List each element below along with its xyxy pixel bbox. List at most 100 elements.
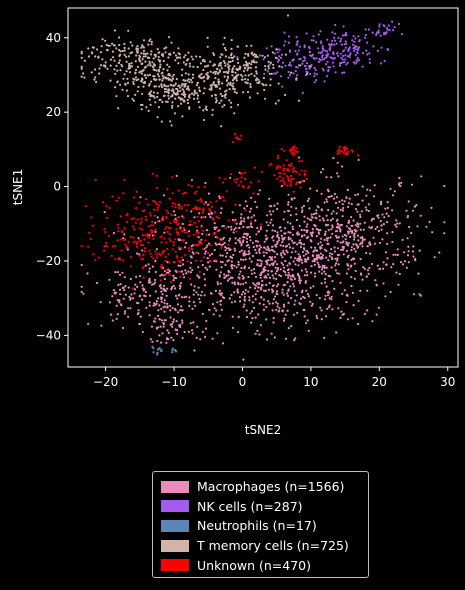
data-point — [148, 270, 151, 273]
data-point — [331, 308, 334, 311]
data-point — [180, 74, 184, 77]
data-point — [274, 295, 277, 298]
data-point — [287, 76, 290, 79]
data-point — [217, 243, 220, 246]
data-point — [327, 237, 330, 240]
data-point — [226, 279, 229, 282]
data-point — [231, 79, 234, 82]
data-point — [175, 221, 178, 224]
data-point — [299, 255, 302, 258]
data-point — [338, 253, 341, 256]
data-point — [295, 78, 298, 81]
data-point — [235, 68, 238, 71]
data-point — [365, 49, 368, 52]
data-point — [271, 256, 274, 259]
data-point — [266, 70, 269, 73]
data-point — [194, 207, 197, 210]
data-point — [176, 303, 180, 306]
data-point — [163, 76, 166, 79]
data-point — [386, 28, 389, 31]
data-point — [219, 211, 222, 214]
data-point — [217, 78, 220, 81]
data-point — [233, 300, 237, 303]
data-point — [323, 58, 326, 61]
data-point — [188, 304, 191, 308]
data-point — [263, 240, 266, 243]
data-point — [141, 58, 144, 61]
data-point — [187, 87, 190, 90]
data-point — [313, 275, 317, 278]
data-point — [378, 25, 381, 28]
data-point — [347, 318, 350, 321]
data-point — [317, 228, 320, 232]
data-point — [256, 290, 259, 293]
data-point — [143, 209, 146, 212]
data-point — [192, 207, 195, 210]
data-point — [121, 326, 124, 330]
data-point — [96, 48, 99, 51]
data-point — [319, 241, 322, 244]
data-point — [249, 286, 252, 289]
data-point — [321, 67, 324, 70]
data-point — [225, 255, 228, 258]
data-point — [248, 246, 251, 249]
data-point — [204, 327, 207, 330]
data-point — [259, 264, 262, 267]
data-point — [326, 54, 329, 57]
data-point — [214, 97, 218, 100]
data-point — [317, 231, 320, 234]
data-point — [283, 31, 286, 34]
data-point — [396, 222, 399, 225]
data-point — [297, 241, 301, 244]
data-point — [144, 60, 147, 63]
data-point — [130, 217, 133, 221]
data-point — [117, 230, 120, 233]
data-point — [260, 288, 263, 291]
data-point — [298, 181, 301, 184]
data-point — [202, 92, 205, 95]
data-point — [347, 205, 350, 209]
data-point — [297, 264, 300, 267]
data-point — [271, 302, 274, 305]
data-point — [135, 207, 138, 210]
data-point — [243, 67, 246, 70]
data-point — [305, 177, 308, 180]
data-point — [270, 45, 273, 48]
data-point — [183, 231, 186, 234]
legend: Macrophages (n=1566) NK cells (n=287) Ne… — [152, 471, 369, 578]
data-point — [304, 260, 307, 263]
data-point — [167, 77, 170, 80]
data-point — [291, 233, 294, 236]
data-point — [184, 72, 187, 75]
data-point — [287, 193, 290, 196]
data-point — [325, 198, 328, 201]
data-point — [352, 61, 355, 64]
data-point — [184, 63, 187, 66]
data-point — [176, 87, 179, 91]
data-point — [162, 59, 165, 63]
data-point — [191, 76, 194, 79]
data-point — [174, 217, 177, 220]
data-point — [316, 261, 319, 264]
data-point — [151, 61, 154, 64]
data-point — [239, 270, 242, 273]
data-point — [124, 82, 127, 85]
data-point — [295, 213, 298, 216]
data-point — [346, 293, 349, 296]
data-point — [182, 91, 186, 94]
data-point — [147, 203, 150, 206]
data-point — [80, 263, 83, 267]
data-point — [322, 219, 325, 222]
data-point — [143, 250, 147, 253]
data-point — [339, 228, 342, 231]
y-tick-label: −20 — [36, 254, 61, 268]
data-point — [411, 209, 415, 212]
data-point — [346, 263, 349, 266]
data-point — [289, 165, 292, 168]
data-point — [250, 72, 253, 76]
data-point — [280, 185, 283, 188]
data-point — [158, 347, 161, 350]
data-point — [336, 222, 339, 225]
data-point — [226, 78, 229, 82]
data-point — [398, 182, 401, 185]
